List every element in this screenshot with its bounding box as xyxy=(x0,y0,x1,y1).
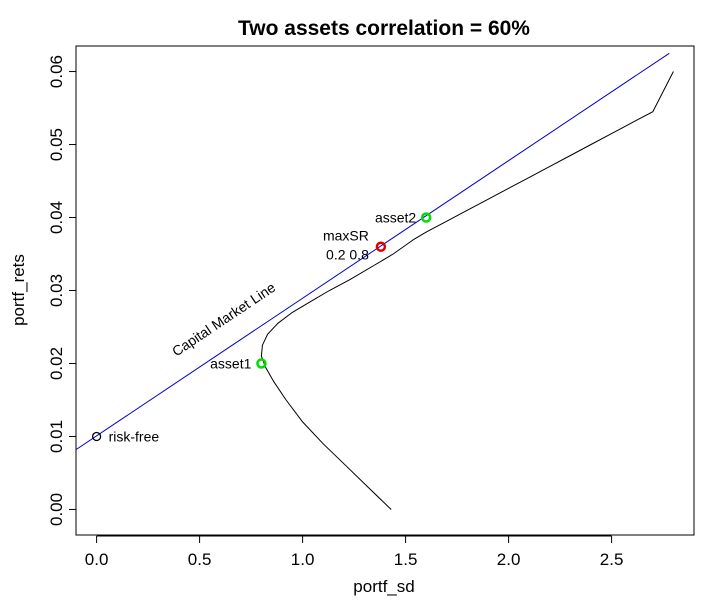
y-tick-label: 0.03 xyxy=(47,274,66,307)
y-axis: 0.00 0.01 0.02 0.03 0.04 0.05 0.06 xyxy=(47,55,77,526)
x-axis: 0.0 0.5 1.0 1.5 2.0 2.5 xyxy=(85,535,624,569)
y-axis-label: portf_rets xyxy=(9,254,28,326)
y-tick-label: 0.02 xyxy=(47,347,66,380)
asset1-point xyxy=(256,358,267,369)
efficient-frontier xyxy=(260,71,674,510)
risk-free-point xyxy=(91,431,102,442)
y-tick-label: 0.06 xyxy=(47,55,66,88)
cml-line xyxy=(75,52,670,451)
y-tick-label: 0.00 xyxy=(47,493,66,526)
x-axis-label: portf_sd xyxy=(353,577,414,596)
y-tick-label: 0.04 xyxy=(47,201,66,234)
maxSR-label: maxSR xyxy=(323,228,369,244)
asset1-label: asset1 xyxy=(210,355,251,371)
x-tick-label: 1.0 xyxy=(291,550,315,569)
maxSR-weights-label: 0.2 0.8 xyxy=(326,247,369,263)
frontier-curve xyxy=(260,71,674,510)
risk-free-label: risk-free xyxy=(109,428,160,444)
x-tick-label: 1.5 xyxy=(394,550,418,569)
x-tick-label: 2.0 xyxy=(497,550,521,569)
y-tick-label: 0.01 xyxy=(47,420,66,453)
plot-frame xyxy=(75,45,695,536)
capital-market-line: Capital Market Line xyxy=(75,52,670,451)
x-tick-label: 2.5 xyxy=(600,550,624,569)
y-tick-label: 0.05 xyxy=(47,128,66,161)
x-tick-label: 0.5 xyxy=(188,550,212,569)
asset2-label: asset2 xyxy=(375,210,416,226)
point-markers: risk-free asset1 asset2 maxSR 0.2 0.8 xyxy=(91,210,432,444)
asset2-point xyxy=(420,212,432,223)
maxSR-point xyxy=(375,241,387,252)
x-tick-label: 0.0 xyxy=(85,550,109,569)
chart-title: Two assets correlation = 60% xyxy=(238,17,530,40)
